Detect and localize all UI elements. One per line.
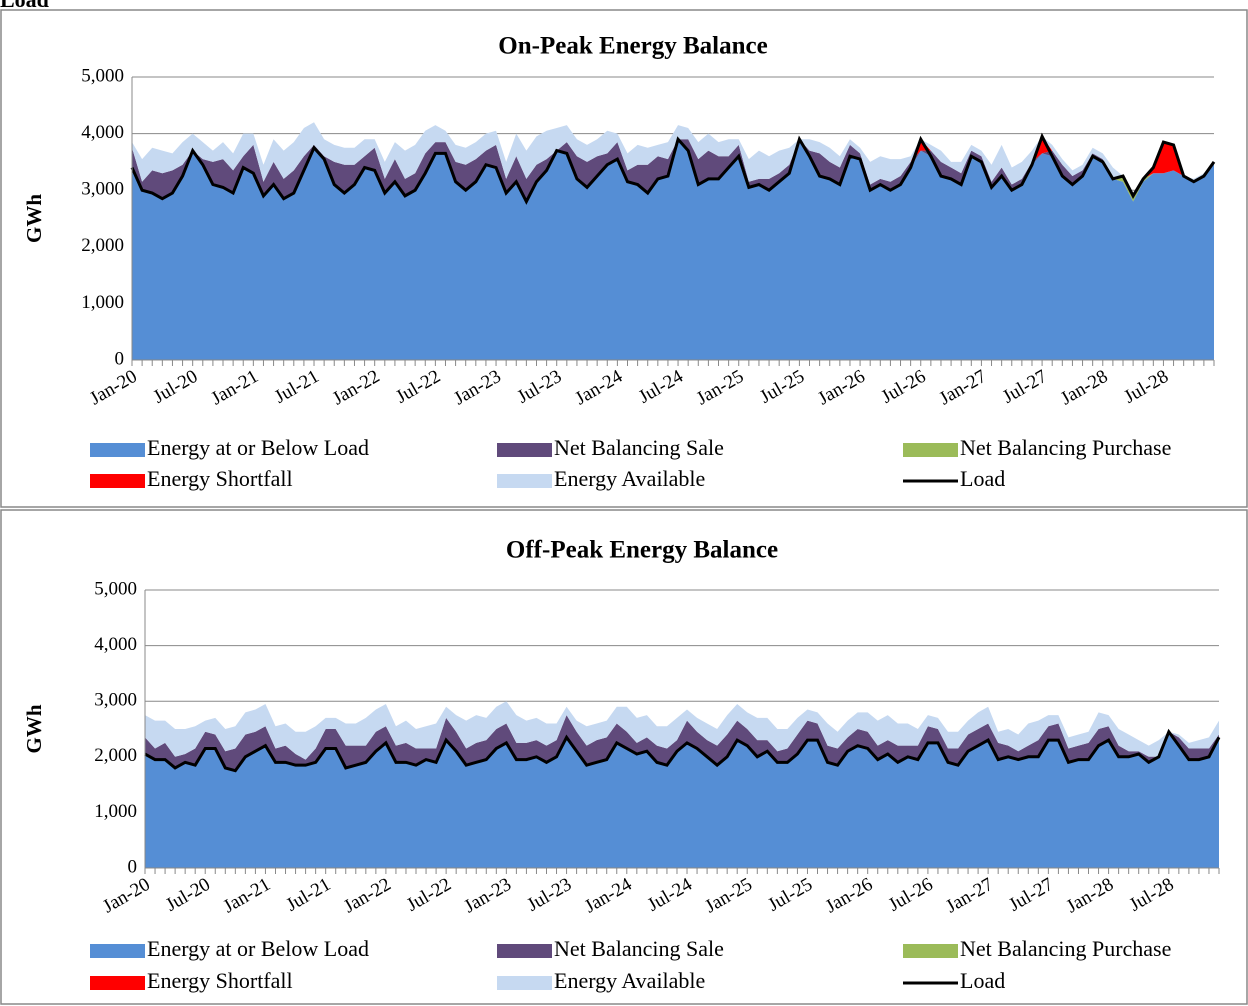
load-line [144, 728, 1221, 773]
legend-swatch [497, 474, 552, 488]
y-tick-label: 2,000 [81, 235, 124, 256]
x-tick-label: Jul-24 [635, 366, 687, 408]
x-tick-label: Jan-23 [450, 366, 504, 410]
x-tick-label: Jul-28 [1120, 366, 1172, 408]
x-tick-label: Jan-21 [208, 366, 262, 410]
legend-label: Net Balancing Purchase [960, 936, 1171, 961]
x-tick-label: Jan-28 [1057, 366, 1111, 410]
legend-label: Net Balancing Sale [554, 936, 724, 961]
load-line [130, 132, 1216, 205]
x-tick-label: Jul-26 [878, 366, 930, 408]
y-tick-label: 1,000 [81, 292, 124, 313]
x-tick-label: Jul-20 [162, 874, 214, 916]
y-tick-label: 5,000 [81, 65, 124, 86]
x-tick-label: Jul-20 [150, 366, 202, 408]
legend-swatch [903, 944, 958, 958]
y-tick-label: 5,000 [94, 578, 137, 599]
legend-label: Energy Shortfall [147, 466, 293, 491]
area [132, 122, 1214, 196]
x-tick-label: Jul-25 [756, 366, 808, 408]
x-tick-label: Jul-21 [271, 366, 323, 408]
legend-label: Energy at or Below Load [147, 936, 369, 961]
x-tick-label: Jul-25 [765, 874, 817, 916]
x-tick-label: Jan-20 [99, 874, 153, 918]
x-tick-label: Jul-21 [283, 874, 335, 916]
y-tick-label: 3,000 [81, 179, 124, 200]
legend-swatch [90, 944, 145, 958]
legend-swatch [90, 976, 145, 990]
y-tick-label: 0 [115, 348, 125, 369]
x-tick-label: Jan-26 [814, 366, 868, 410]
legend-label: Load [960, 968, 1005, 993]
y-tick-label: 4,000 [81, 122, 124, 143]
legend-swatch [497, 944, 552, 958]
x-tick-label: Jul-28 [1126, 874, 1178, 916]
legend-label: Load [960, 466, 1005, 491]
x-tick-label: Jan-27 [936, 366, 990, 410]
panel-border [0, 509, 1248, 1005]
page-heading: Load [0, 0, 49, 12]
y-axis-label: GWh [22, 194, 46, 243]
x-tick-label: Jul-27 [1005, 874, 1057, 916]
x-tick-label: Jan-25 [702, 874, 756, 918]
area [145, 715, 1219, 771]
y-tick-label: 4,000 [94, 634, 137, 655]
x-tick-label: Jan-26 [822, 874, 876, 918]
legend-swatch [903, 443, 958, 457]
x-tick-label: Jan-22 [340, 874, 394, 918]
x-tick-label: Jan-22 [329, 366, 383, 410]
y-axis-label: GWh [22, 704, 46, 753]
legend-swatch [90, 474, 145, 488]
x-tick-label: Jan-24 [581, 874, 636, 918]
legend-label: Energy Available [554, 466, 705, 491]
legend-label: Energy at or Below Load [147, 435, 369, 460]
y-tick-label: 1,000 [94, 801, 137, 822]
x-tick-label: Jan-23 [461, 874, 515, 918]
chart-title: Off-Peak Energy Balance [506, 537, 778, 564]
y-tick-label: 0 [128, 856, 138, 877]
y-tick-label: 3,000 [94, 690, 137, 711]
x-tick-label: Jan-21 [220, 874, 274, 918]
x-tick-label: Jul-22 [392, 366, 444, 408]
x-tick-label: Jul-23 [524, 874, 576, 916]
x-tick-label: Jul-26 [885, 874, 937, 916]
x-tick-label: Jul-23 [514, 366, 566, 408]
legend-label: Energy Available [554, 968, 705, 993]
legend-label: Energy Shortfall [147, 968, 293, 993]
area [145, 701, 1219, 760]
x-tick-label: Jul-27 [999, 366, 1051, 408]
x-tick-label: Jan-27 [942, 874, 996, 918]
x-tick-label: Jan-24 [572, 366, 627, 410]
y-tick-label: 2,000 [94, 745, 137, 766]
x-tick-label: Jul-24 [644, 874, 696, 916]
x-tick-label: Jan-25 [693, 366, 747, 410]
x-tick-label: Jul-22 [403, 874, 455, 916]
legend-label: Net Balancing Sale [554, 435, 724, 460]
legend-label: Net Balancing Purchase [960, 435, 1171, 460]
legend-swatch [497, 443, 552, 457]
chart-title: On-Peak Energy Balance [498, 33, 767, 60]
legend-swatch [497, 976, 552, 990]
x-tick-label: Jan-20 [86, 366, 140, 410]
x-tick-label: Jan-28 [1063, 874, 1117, 918]
panel-border [0, 9, 1248, 508]
legend-swatch [90, 443, 145, 457]
area [132, 139, 1214, 202]
